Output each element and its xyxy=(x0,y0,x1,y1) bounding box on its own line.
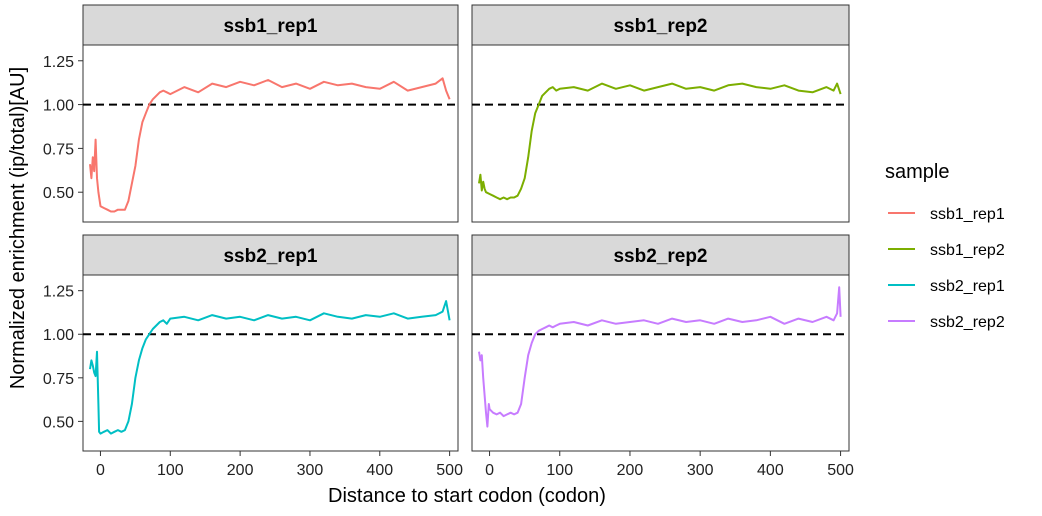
y-tick-label: 0.50 xyxy=(43,414,74,431)
x-tick-label: 200 xyxy=(617,462,644,479)
legend-title: sample xyxy=(885,161,949,183)
legend-item-ssb2_rep1: ssb2_rep1 xyxy=(888,278,1005,295)
plot-panel xyxy=(82,274,459,452)
x-tick-label: 0 xyxy=(96,462,105,479)
legend-item-ssb1_rep2: ssb1_rep2 xyxy=(888,242,1005,259)
y-tick-label: 0.50 xyxy=(43,185,74,202)
series-line-ssb2_rep2 xyxy=(478,286,842,428)
facet-ssb2_rep1: ssb2_rep1 0.50 0.75 1.00 1.25 0 100 200 300 400 50… xyxy=(43,234,463,479)
legend-item-ssb2_rep2: ssb2_rep2 xyxy=(888,314,1005,331)
y-axis-title: Normalized enrichment (ip/total)[AU] xyxy=(7,67,29,389)
legend-label: ssb2_rep2 xyxy=(930,314,1005,331)
facet-strip-label: ssb2_rep2 xyxy=(613,246,707,267)
x-tick-label: 400 xyxy=(366,462,393,479)
x-tick-label: 300 xyxy=(297,462,324,479)
facet-ssb1_rep1: ssb1_rep1 0.50 0.75 1.00 1.25 xyxy=(43,4,459,223)
x-tick-label: 500 xyxy=(827,462,854,479)
facet-strip xyxy=(82,4,459,46)
plot-panel xyxy=(82,44,459,223)
legend-label: ssb1_rep2 xyxy=(930,242,1005,259)
plot-panel xyxy=(471,44,850,223)
x-tick-label: 0 xyxy=(485,462,494,479)
legend: sample ssb1_rep1 ssb1_rep2 ssb2_rep1 ssb2_r… xyxy=(885,161,1005,331)
facet-panels: ssb1_rep1 0.50 0.75 1.00 1.25 ssb1_rep2 ssb2_r… xyxy=(43,4,854,479)
facet-strip-label: ssb1_rep2 xyxy=(613,16,707,37)
x-tick-label: 500 xyxy=(436,462,463,479)
x-tick-label: 200 xyxy=(227,462,254,479)
facet-strip-label: ssb2_rep1 xyxy=(223,246,317,267)
y-tick-label: 1.25 xyxy=(43,284,74,301)
legend-label: ssb1_rep1 xyxy=(930,206,1005,223)
facet-ssb2_rep2: ssb2_rep2 0 100 200 300 400 500 xyxy=(471,234,854,479)
y-tick-label: 0.75 xyxy=(43,141,74,158)
series-line-ssb2_rep1 xyxy=(89,300,451,435)
x-tick-label: 400 xyxy=(757,462,784,479)
series-line-ssb1_rep2 xyxy=(478,82,842,201)
facet-ssb1_rep2: ssb1_rep2 xyxy=(471,4,850,223)
legend-item-ssb1_rep1: ssb1_rep1 xyxy=(888,206,1005,223)
x-tick-label: 100 xyxy=(157,462,184,479)
facet-strip xyxy=(471,4,850,46)
y-tick-label: 1.00 xyxy=(43,327,74,344)
x-axis-title: Distance to start codon (codon) xyxy=(328,485,606,507)
legend-label: ssb2_rep1 xyxy=(930,278,1005,295)
series-line-ssb1_rep1 xyxy=(89,77,451,213)
facet-strip-label: ssb1_rep1 xyxy=(223,16,317,37)
x-tick-label: 100 xyxy=(546,462,573,479)
x-tick-label: 300 xyxy=(687,462,714,479)
y-tick-label: 1.00 xyxy=(43,98,74,115)
plot-panel xyxy=(471,274,850,452)
y-tick-label: 0.75 xyxy=(43,371,74,388)
y-tick-label: 1.25 xyxy=(43,54,74,71)
